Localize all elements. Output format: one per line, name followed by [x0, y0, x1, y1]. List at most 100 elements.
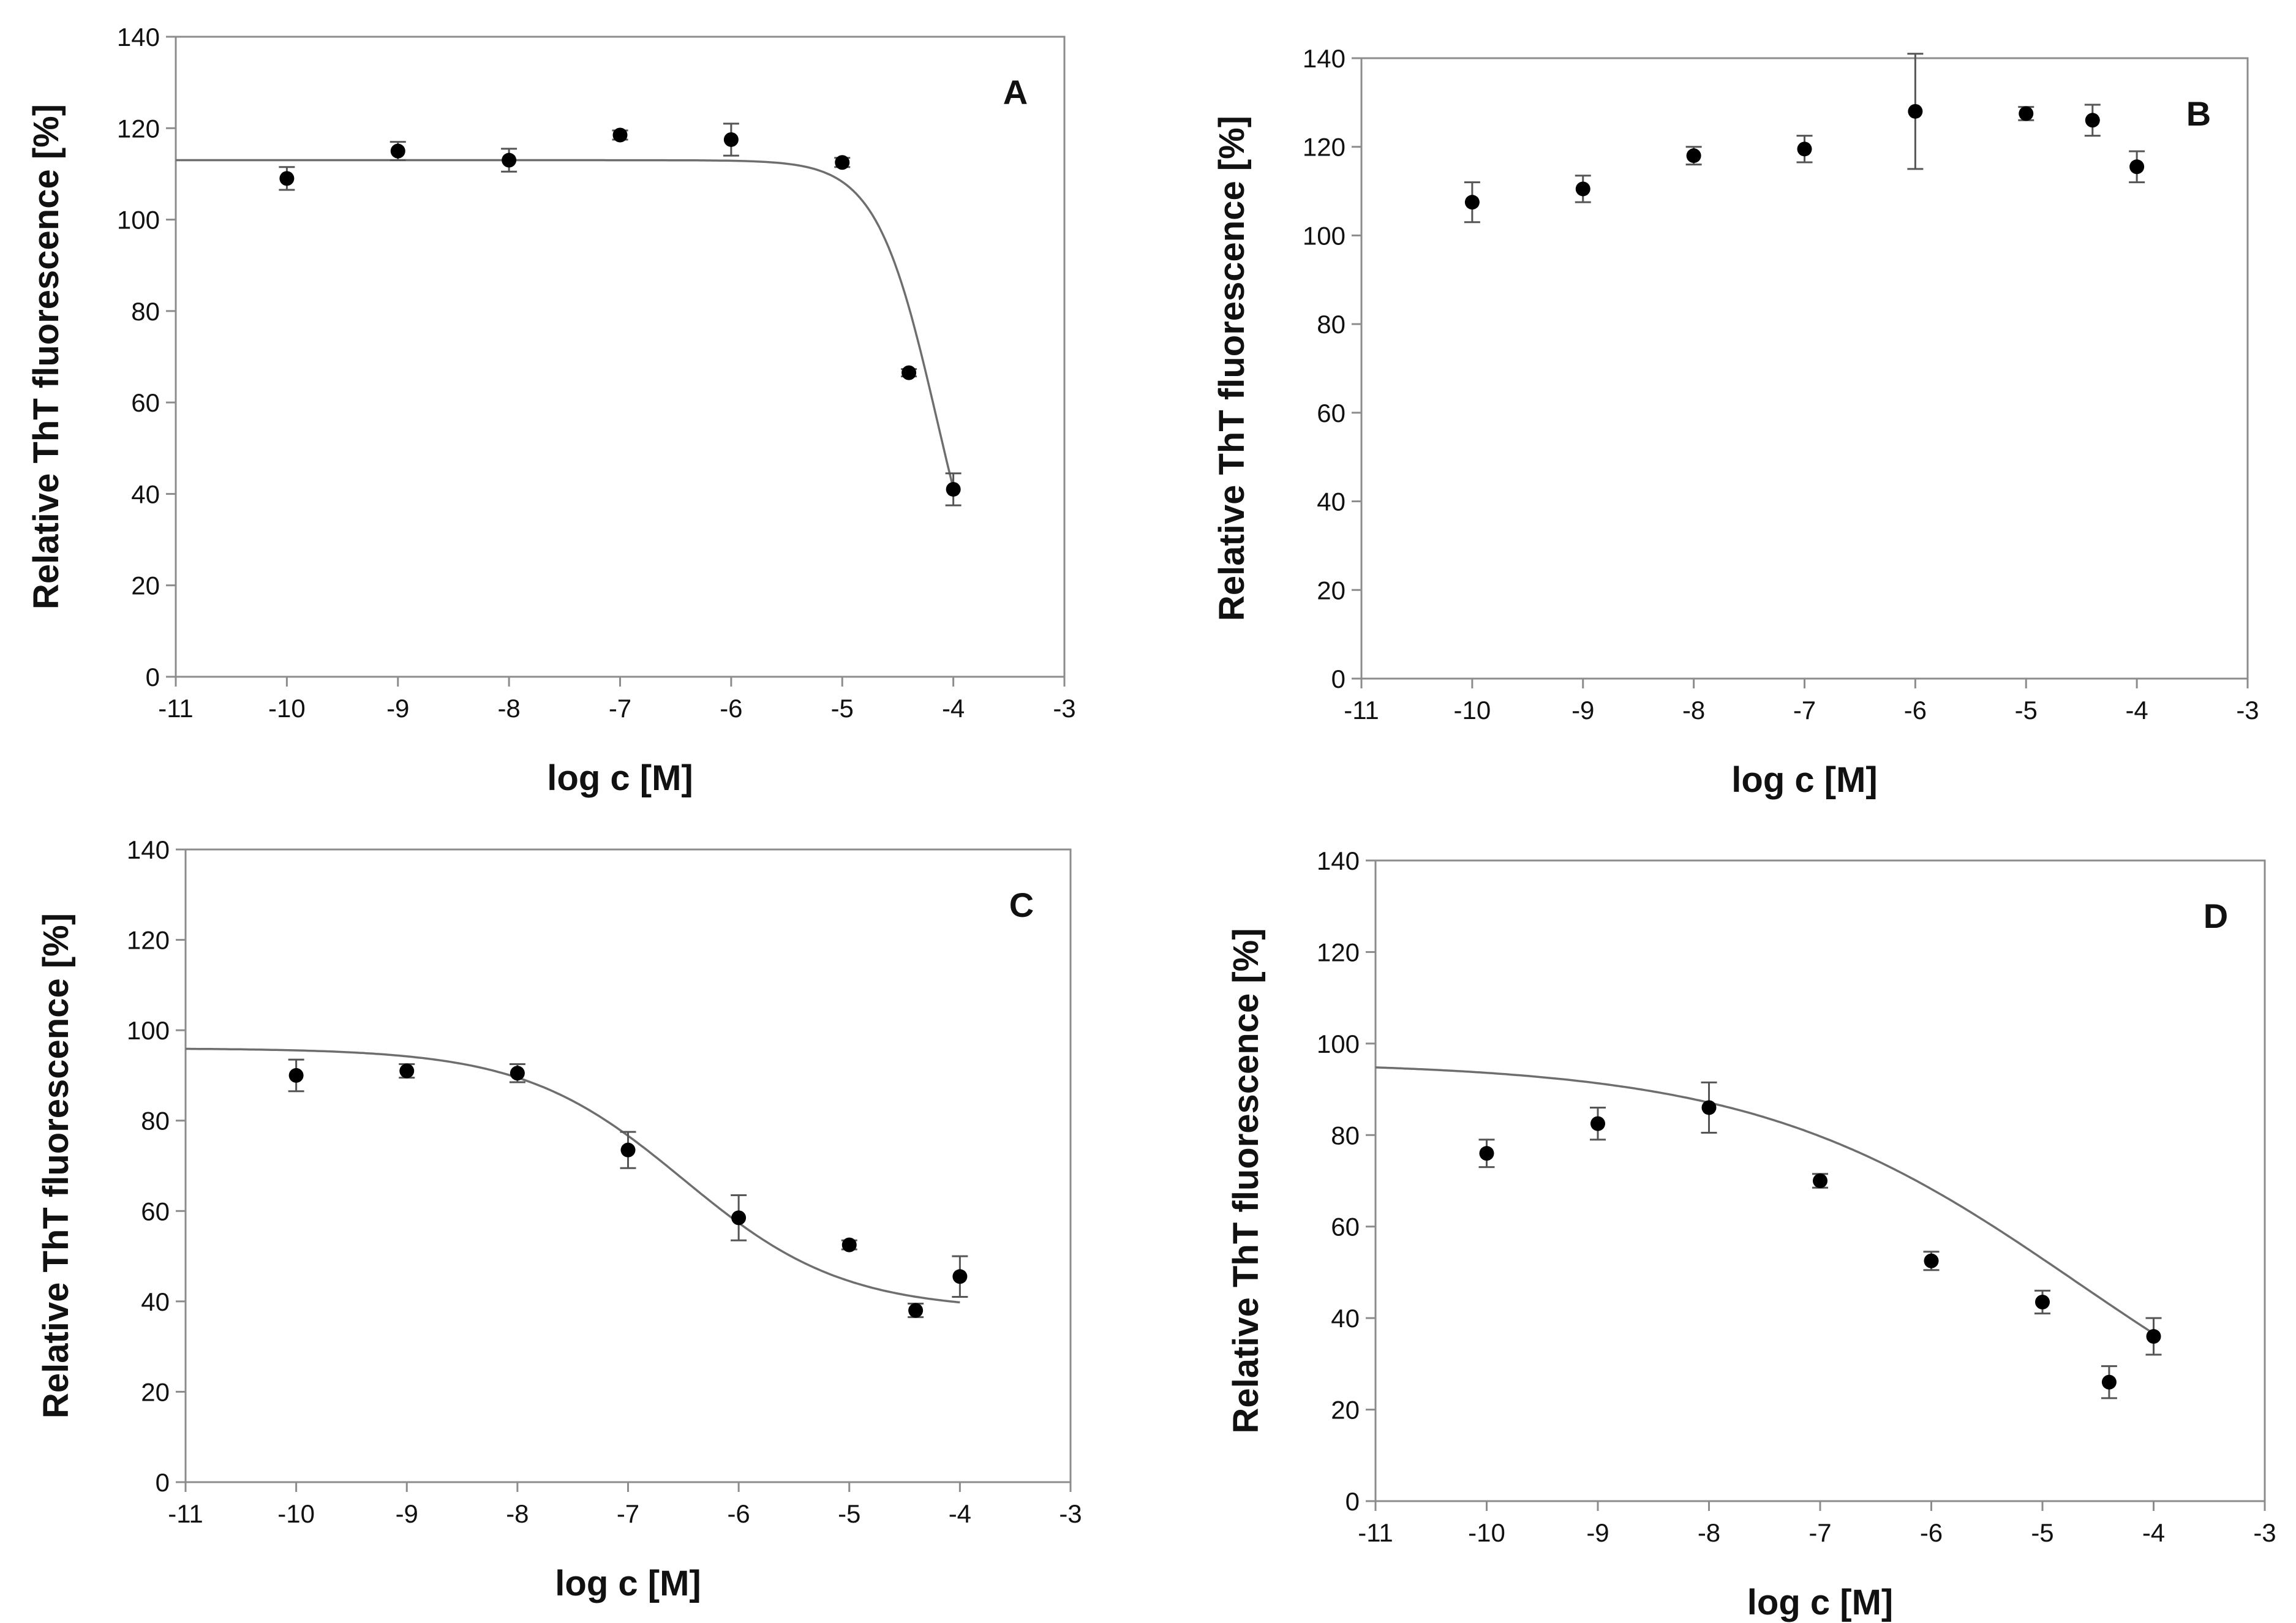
- y-tick-label: 40: [1331, 1304, 1360, 1333]
- y-tick-label: 140: [1317, 846, 1360, 875]
- data-point: [2019, 106, 2034, 121]
- y-axis-title: Relative ThT fluorescence [%]: [26, 104, 66, 609]
- data-point: [908, 1303, 924, 1318]
- x-tick-label: -3: [2236, 696, 2259, 725]
- y-tick-label: 100: [1303, 221, 1346, 250]
- y-tick-label: 80: [1331, 1121, 1360, 1150]
- data-point: [2146, 1329, 2161, 1344]
- y-tick-label: 60: [141, 1197, 170, 1226]
- x-tick-label: -5: [838, 1499, 860, 1528]
- x-tick-label: -4: [2142, 1518, 2165, 1547]
- y-tick-label: 100: [127, 1016, 170, 1045]
- x-tick-label: -9: [1571, 696, 1594, 725]
- data-point: [2035, 1294, 2050, 1309]
- y-tick-label: 140: [1303, 44, 1346, 73]
- fit-curve: [1375, 1066, 2155, 1335]
- y-tick-label: 80: [131, 297, 160, 326]
- y-tick-label: 20: [1331, 1396, 1360, 1425]
- data-point: [2101, 1374, 2117, 1390]
- x-tick-label: -7: [1809, 1518, 1831, 1547]
- panel-letter: C: [1009, 886, 1034, 924]
- x-tick-label: -3: [2253, 1518, 2276, 1547]
- x-tick-label: -6: [720, 694, 742, 723]
- data-point: [1924, 1253, 1939, 1268]
- x-tick-label: -9: [1586, 1518, 1609, 1547]
- x-tick-label: -10: [277, 1499, 315, 1528]
- x-tick-label: -8: [1682, 696, 1705, 725]
- fit-curve: [186, 1047, 960, 1304]
- y-tick-label: 0: [1346, 1487, 1360, 1516]
- data-point: [2085, 113, 2100, 128]
- data-point: [620, 1142, 636, 1158]
- data-point: [841, 1237, 857, 1252]
- data-point: [502, 153, 517, 168]
- y-axis-title: Relative ThT fluorescence [%]: [1226, 928, 1266, 1433]
- y-axis-title: Relative ThT fluorescence [%]: [1212, 116, 1252, 621]
- x-tick-label: -5: [2015, 696, 2038, 725]
- y-tick-label: 120: [1303, 133, 1346, 162]
- panel-letter: A: [1003, 73, 1028, 111]
- y-tick-label: 100: [117, 206, 160, 235]
- x-tick-label: -9: [386, 694, 409, 723]
- data-point: [1590, 1116, 1605, 1131]
- x-tick-label: -6: [1904, 696, 1927, 725]
- panel-d: -11 -10 -9 -8 -7 -6 -5 -4 -3 0 20 40 60 80 100 120 140 lo…: [1226, 846, 2276, 1622]
- data-point: [952, 1269, 968, 1284]
- y-tick-label: 120: [117, 114, 160, 143]
- x-tick-label: -4: [949, 1499, 971, 1528]
- y-tick-label: 60: [1317, 399, 1346, 427]
- panel-a: -11 -10 -9 -8 -7 -6 -5 -4 -3 0 20 40 60 80 100 120 140 lo…: [26, 23, 1076, 798]
- data-point: [1701, 1100, 1717, 1115]
- y-tick-label: 40: [131, 480, 160, 508]
- x-tick-label: -9: [396, 1499, 418, 1528]
- panel-b: -11 -10 -9 -8 -7 -6 -5 -4 -3 0 20 40 60 80 100 120 140 lo…: [1212, 44, 2259, 800]
- x-axis-title: log c [M]: [1747, 1583, 1893, 1622]
- data-point: [723, 132, 739, 147]
- y-tick-label: 20: [141, 1377, 170, 1406]
- x-tick-label: -11: [1344, 696, 1379, 725]
- panel-letter: D: [2204, 897, 2228, 935]
- x-tick-label: -11: [158, 694, 194, 723]
- y-tick-label: 100: [1317, 1030, 1360, 1058]
- y-tick-label: 40: [1317, 488, 1346, 516]
- y-tick-label: 80: [1317, 310, 1346, 339]
- x-tick-label: -7: [617, 1499, 639, 1528]
- y-tick-label: 40: [141, 1287, 170, 1316]
- x-tick-label: -11: [168, 1499, 203, 1528]
- x-tick-label: -8: [506, 1499, 529, 1528]
- y-tick-label: 140: [117, 23, 160, 51]
- y-tick-label: 20: [1317, 576, 1346, 604]
- y-tick-label: 120: [127, 926, 170, 955]
- data-point: [731, 1210, 747, 1226]
- y-tick-label: 0: [1331, 665, 1346, 693]
- x-tick-label: -7: [1793, 696, 1816, 725]
- x-tick-label: -4: [2125, 696, 2148, 725]
- x-tick-label: -8: [497, 694, 520, 723]
- x-tick-label: -5: [831, 694, 854, 723]
- data-point: [901, 365, 917, 380]
- data-point: [1908, 104, 1923, 119]
- data-point: [1686, 148, 1701, 164]
- y-axis-title: Relative ThT fluorescence [%]: [36, 913, 76, 1418]
- y-tick-label: 120: [1317, 938, 1360, 966]
- y-tick-label: 20: [131, 571, 160, 600]
- data-point: [399, 1063, 415, 1079]
- data-point: [1464, 195, 1480, 210]
- data-point: [279, 171, 295, 186]
- data-point: [390, 143, 405, 159]
- panel-c: -11 -10 -9 -8 -7 -6 -5 -4 -3 0 20 40 60 80 100 120 140 lo…: [36, 835, 1082, 1603]
- x-tick-label: -6: [727, 1499, 750, 1528]
- data-point: [1479, 1146, 1494, 1161]
- data-point: [288, 1068, 304, 1083]
- x-tick-label: -8: [1698, 1518, 1720, 1547]
- fit-curve: [176, 159, 955, 489]
- data-point: [510, 1066, 525, 1081]
- x-axis-title: log c [M]: [547, 758, 693, 798]
- x-tick-label: -3: [1053, 694, 1075, 723]
- data-point: [2129, 159, 2145, 175]
- data-point: [835, 155, 850, 170]
- data-point: [1575, 181, 1590, 197]
- x-tick-label: -4: [942, 694, 965, 723]
- panel-letter: B: [2186, 94, 2211, 133]
